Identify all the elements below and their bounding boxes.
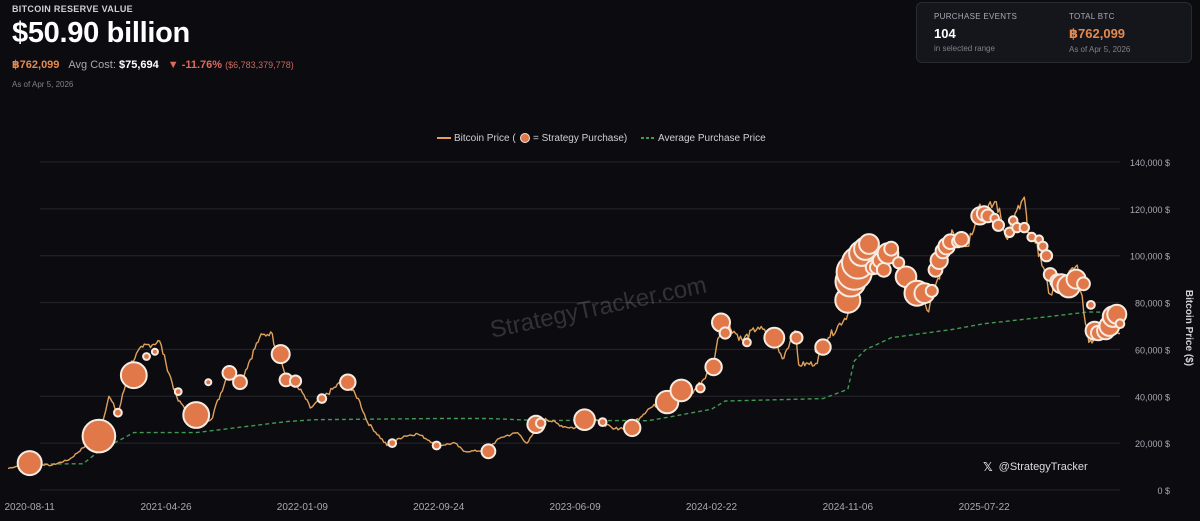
purchase-marker[interactable] (142, 352, 151, 361)
change-amount: ($6,783,379,778) (225, 59, 294, 70)
purchase-marker[interactable] (204, 378, 213, 387)
y-tick-label: 80,000 $ (1135, 299, 1170, 309)
avg-cost-value: $75,694 (118, 58, 159, 71)
purchase-marker[interactable] (623, 418, 642, 438)
down-triangle-icon: ▼ (167, 58, 179, 71)
purchase-marker[interactable] (119, 361, 148, 390)
purchase-events-sub: in selected range (934, 44, 995, 53)
purchase-marker[interactable] (704, 357, 723, 377)
purchase-marker[interactable] (924, 283, 939, 298)
social-handle: @StrategyTracker (998, 461, 1088, 473)
reserve-value-headline: $50.90 billion (12, 17, 190, 49)
x-tick-label: 2021-04-26 (140, 502, 192, 513)
purchase-marker[interactable] (695, 382, 706, 394)
y-axis-title: Bitcoin Price ($) (1183, 290, 1194, 366)
purchase-events-stat: PURCHASE EVENTS 104 in selected range (917, 3, 1052, 62)
y-tick-label: 100,000 $ (1130, 252, 1170, 262)
purchase-marker[interactable] (1039, 249, 1054, 263)
purchase-marker[interactable] (535, 417, 547, 429)
x-tick-label: 2025-07-22 (959, 502, 1011, 513)
purchase-marker-icon (520, 133, 530, 143)
change-percent: -11.76% (181, 58, 223, 71)
purchase-marker[interactable] (991, 218, 1006, 232)
y-tick-label: 140,000 $ (1130, 158, 1170, 168)
page-kicker: BITCOIN RESERVE VALUE (12, 4, 133, 14)
legend-price-label: Bitcoin Price ( (454, 133, 516, 144)
purchase-marker[interactable] (597, 417, 608, 428)
x-tick-label: 2022-09-24 (413, 502, 465, 513)
purchase-marker[interactable] (387, 438, 398, 449)
y-axis: 0 $ 20,000 $ 40,000 $ 60,000 $ 80,000 $ 100,0… (1130, 158, 1170, 496)
purchase-marker[interactable] (221, 365, 238, 381)
legend-purchase-label: = Strategy Purchase) (533, 133, 627, 144)
purchase-marker[interactable] (789, 330, 804, 345)
x-tick-label: 2023-06-09 (550, 502, 602, 513)
stats-row: ฿762,099 Avg Cost: $75,694 ▼ -11.76% ($6… (12, 58, 294, 72)
y-tick-label: 60,000 $ (1135, 345, 1170, 355)
purchase-marker[interactable] (232, 374, 248, 391)
x-tick-label: 2020-08-11 (4, 502, 55, 513)
bitcoin-price-chart[interactable]: Bitcoin Price ( = Strategy Purchase) Ave… (0, 120, 1200, 521)
purchase-marker[interactable] (953, 231, 970, 248)
purchase-marker[interactable] (1086, 300, 1096, 310)
watermark: StrategyTracker.com (488, 272, 709, 344)
total-btc-value: ฿762,099 (1069, 26, 1126, 41)
purchase-marker[interactable] (573, 408, 596, 432)
purchase-marker[interactable] (113, 407, 123, 418)
btc-holdings: ฿762,099 (12, 59, 60, 71)
x-logo-icon: 𝕏 (983, 460, 993, 474)
purchase-marker[interactable] (173, 387, 183, 397)
x-axis: 2020-08-11 2021-04-26 2022-01-09 2022-09-24… (4, 502, 1010, 513)
purchase-marker[interactable] (875, 261, 892, 278)
purchase-marker[interactable] (1114, 318, 1126, 329)
grid (40, 161, 1120, 491)
as-of-date: As of Apr 5, 2026 (12, 80, 74, 89)
purchase-marker[interactable] (718, 326, 732, 340)
purchase-marker[interactable] (858, 233, 880, 255)
total-btc-stat: TOTAL BTC ฿762,099 As of Apr 5, 2026 (1052, 3, 1187, 62)
purchase-marker[interactable] (316, 393, 328, 404)
average-price-line (29, 311, 1121, 465)
legend: Bitcoin Price ( = Strategy Purchase) Ave… (437, 133, 766, 144)
purchase-marker[interactable] (431, 440, 442, 451)
purchase-marker[interactable] (480, 443, 497, 460)
y-tick-label: 20,000 $ (1135, 439, 1170, 449)
avg-cost-label: Avg Cost: (68, 58, 116, 71)
purchase-marker[interactable] (883, 240, 900, 257)
purchase-marker[interactable] (814, 338, 832, 356)
average-price-series (29, 311, 1121, 465)
x-tick-label: 2022-01-09 (277, 502, 329, 513)
purchase-events-value: 104 (934, 26, 956, 41)
purchase-marker[interactable] (270, 344, 291, 365)
social-credit[interactable]: 𝕏 @StrategyTracker (983, 460, 1088, 474)
purchase-marker[interactable] (1076, 276, 1091, 292)
purchase-events-label: PURCHASE EVENTS (934, 12, 1018, 21)
purchase-markers[interactable] (16, 205, 1128, 477)
purchase-marker[interactable] (81, 418, 117, 454)
purchase-marker[interactable] (288, 374, 303, 388)
summary-card: PURCHASE EVENTS 104 in selected range TO… (916, 2, 1192, 63)
total-btc-sub: As of Apr 5, 2026 (1069, 45, 1131, 54)
purchase-marker[interactable] (182, 401, 211, 429)
purchase-marker[interactable] (150, 347, 159, 356)
header: BITCOIN RESERVE VALUE $50.90 billion ฿76… (12, 4, 294, 89)
y-tick-label: 40,000 $ (1135, 392, 1170, 402)
purchase-marker[interactable] (742, 337, 752, 348)
legend-avg-label: Average Purchase Price (658, 133, 766, 144)
purchase-marker[interactable] (763, 326, 786, 349)
purchase-marker[interactable] (669, 378, 694, 403)
y-tick-label: 120,000 $ (1130, 205, 1170, 215)
purchase-marker[interactable] (339, 373, 357, 391)
purchase-marker[interactable] (1018, 221, 1031, 234)
x-tick-label: 2024-02-22 (686, 502, 738, 513)
purchase-marker[interactable] (16, 450, 43, 477)
total-btc-label: TOTAL BTC (1069, 12, 1115, 21)
x-tick-label: 2024-11-06 (823, 502, 874, 513)
y-tick-label: 0 $ (1157, 486, 1170, 496)
